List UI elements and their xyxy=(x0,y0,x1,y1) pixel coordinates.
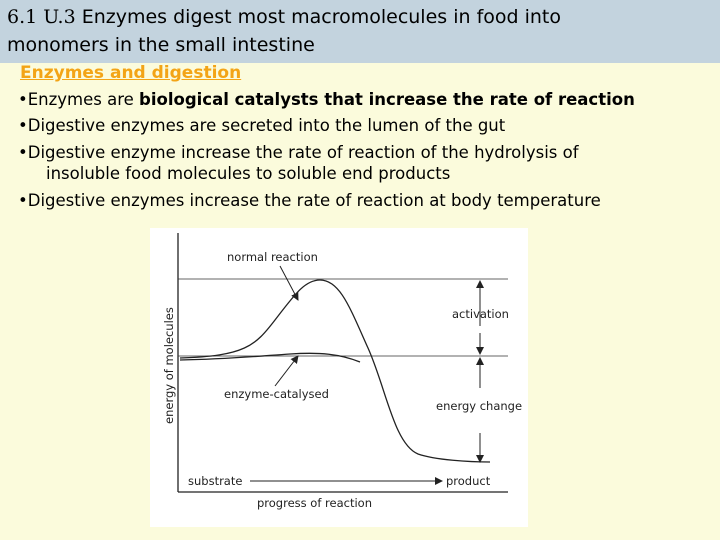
energy-change-label: energy change xyxy=(436,399,522,413)
bullet-marker: • xyxy=(18,116,28,135)
product-label: product xyxy=(446,474,491,488)
bullet-marker: • xyxy=(18,90,28,109)
energy-diagram-svg: normal reaction enzyme-catalysed activat… xyxy=(162,233,522,510)
bullet-4-text: Digestive enzymes increase the rate of r… xyxy=(27,191,601,210)
bullet-1: •Enzymes are biological catalysts that i… xyxy=(18,90,635,109)
bullet-marker: • xyxy=(18,191,28,210)
normal-reaction-label: normal reaction xyxy=(227,250,318,264)
x-axis-label: progress of reaction xyxy=(257,496,372,510)
enzyme-catalysed-pointer xyxy=(274,355,299,387)
slide-title-line-2: monomers in the small intestine xyxy=(7,34,315,56)
activation-label: activation xyxy=(452,307,509,321)
bullet-1-bold: biological catalysts that increase the r… xyxy=(139,90,635,109)
normal-reaction-pointer xyxy=(279,265,299,301)
title-bar: 6.1 U.3 Enzymes digest most macromolecul… xyxy=(0,0,720,63)
substrate-label: substrate xyxy=(188,474,242,488)
bullet-2-text: Digestive enzymes are secreted into the … xyxy=(27,116,506,135)
slide-title-line-1: 6.1 U.3 Enzymes digest most macromolecul… xyxy=(7,6,561,28)
slide-title-text-1: Enzymes digest most macromolecules in fo… xyxy=(81,6,562,28)
bullet-3-continuation: insoluble food molecules to soluble end … xyxy=(46,164,451,183)
bullet-2: •Digestive enzymes are secreted into the… xyxy=(18,116,505,135)
bullet-4: •Digestive enzymes increase the rate of … xyxy=(18,191,601,210)
section-heading: Enzymes and digestion xyxy=(20,63,242,83)
bullet-3: •Digestive enzyme increase the rate of r… xyxy=(18,143,579,162)
enzyme-catalysed-label: enzyme-catalysed xyxy=(224,387,329,401)
normal-reaction-curve xyxy=(179,279,491,463)
bullet-3-text: Digestive enzyme increase the rate of re… xyxy=(27,143,579,162)
slide-number: 6.1 U.3 xyxy=(7,6,76,28)
bullet-1-text: Enzymes are xyxy=(27,90,140,109)
energy-diagram: normal reaction enzyme-catalysed activat… xyxy=(150,228,528,527)
y-axis-label: energy of molecules xyxy=(162,307,176,424)
bullet-marker: • xyxy=(18,143,28,162)
enzyme-catalysed-curve xyxy=(179,352,361,363)
